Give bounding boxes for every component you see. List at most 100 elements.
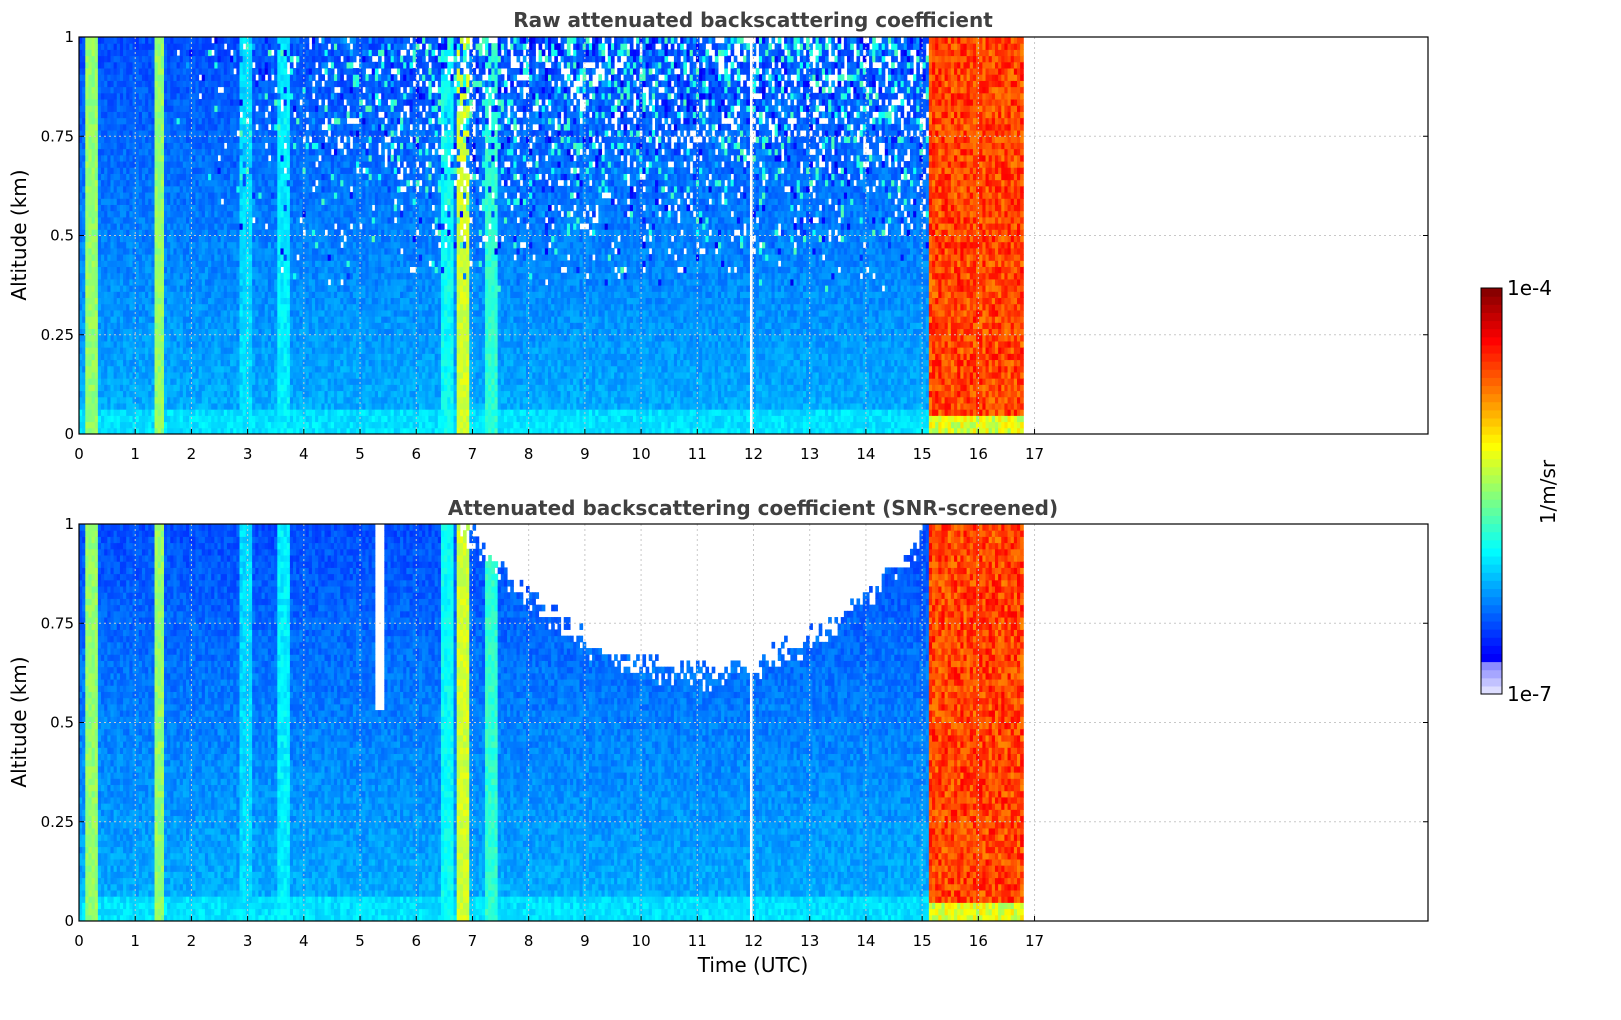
heatmap-cell (177, 335, 181, 342)
heatmap-cell (126, 87, 130, 94)
heatmap-cell (85, 105, 89, 112)
heatmap-cell (117, 167, 121, 174)
heatmap-cell (280, 310, 284, 317)
heatmap-cell (126, 167, 130, 174)
heatmap-cell (117, 409, 121, 416)
heatmap-cell (202, 422, 206, 429)
heatmap-cell (309, 254, 313, 261)
heatmap-cell (170, 161, 174, 168)
heatmap-cell (82, 397, 86, 404)
heatmap-cell (98, 335, 102, 342)
heatmap-cell (293, 68, 297, 75)
heatmap-cell (114, 422, 118, 429)
heatmap-cell (218, 372, 222, 379)
heatmap-cell (280, 353, 284, 360)
heatmap-cell (186, 403, 190, 410)
heatmap-cell (258, 279, 262, 286)
heatmap-cell (85, 285, 89, 292)
heatmap-cell (218, 378, 222, 385)
heatmap-cell (262, 397, 266, 404)
heatmap-cell (227, 347, 231, 354)
heatmap-cell (290, 391, 294, 398)
heatmap-cell (318, 180, 322, 187)
heatmap-cell (243, 409, 247, 416)
heatmap-cell (236, 124, 240, 131)
heatmap-cell (293, 310, 297, 317)
heatmap-cell (293, 136, 297, 143)
heatmap-cell (98, 223, 102, 230)
heatmap-cell (142, 372, 146, 379)
heatmap-cell (104, 322, 108, 329)
heatmap-cell (309, 403, 313, 410)
heatmap-cell (284, 422, 288, 429)
heatmap-cell (230, 93, 234, 100)
heatmap-cell (265, 204, 269, 211)
heatmap-cell (280, 62, 284, 69)
heatmap-cell (309, 80, 313, 87)
heatmap-cell (199, 198, 203, 205)
heatmap-cell (186, 285, 190, 292)
heatmap-cell (186, 130, 190, 137)
heatmap-cell (107, 304, 111, 311)
heatmap-cell (114, 310, 118, 317)
heatmap-cell (318, 136, 322, 143)
heatmap-cell (110, 316, 114, 323)
heatmap-cell (325, 267, 329, 274)
heatmap-cell (117, 192, 121, 199)
heatmap-cell (136, 99, 140, 106)
heatmap-cell (293, 242, 297, 249)
heatmap-cell (290, 186, 294, 193)
heatmap-cell (195, 204, 199, 211)
heatmap-cell (255, 192, 259, 199)
heatmap-cell (180, 217, 184, 224)
heatmap-cell (120, 310, 124, 317)
heatmap-cell (258, 49, 262, 56)
heatmap-cell (173, 130, 177, 137)
heatmap-cell (205, 192, 209, 199)
heatmap-cell (227, 310, 231, 317)
heatmap-cell (85, 37, 89, 44)
heatmap-cell (195, 37, 199, 44)
heatmap-cell (268, 322, 272, 329)
heatmap-cell (177, 155, 181, 162)
heatmap-cell (88, 260, 92, 267)
heatmap-cell (321, 273, 325, 280)
heatmap-cell (274, 273, 278, 280)
heatmap-cell (321, 285, 325, 292)
heatmap-cell (104, 186, 108, 193)
heatmap-cell (271, 180, 275, 187)
heatmap-cell (284, 43, 288, 50)
heatmap-cell (104, 173, 108, 180)
heatmap-cell (151, 204, 155, 211)
heatmap-cell (236, 161, 240, 168)
heatmap-cell (240, 186, 244, 193)
heatmap-cell (240, 316, 244, 323)
heatmap-cell (233, 291, 237, 298)
heatmap-cell (321, 229, 325, 236)
heatmap-cell (151, 43, 155, 50)
heatmap-cell (318, 335, 322, 342)
heatmap-cell (318, 298, 322, 305)
heatmap-cell (230, 397, 234, 404)
heatmap-cell (218, 291, 222, 298)
heatmap-cell (240, 322, 244, 329)
heatmap-cell (117, 217, 121, 224)
heatmap-cell (145, 384, 149, 391)
heatmap-cell (88, 142, 92, 149)
heatmap-cell (318, 310, 322, 317)
heatmap-cell (328, 403, 332, 410)
heatmap-cell (284, 384, 288, 391)
heatmap-cell (107, 415, 111, 422)
heatmap-cell (117, 56, 121, 63)
heatmap-cell (183, 254, 187, 261)
heatmap-cell (82, 304, 86, 311)
heatmap-cell (221, 341, 225, 348)
heatmap-cell (85, 298, 89, 305)
heatmap-cell (325, 422, 329, 429)
heatmap-cell (85, 130, 89, 137)
heatmap-cell (252, 167, 256, 174)
heatmap-cell (192, 136, 196, 143)
heatmap-cell (249, 304, 253, 311)
heatmap-cell (214, 211, 218, 218)
heatmap-cell (318, 198, 322, 205)
